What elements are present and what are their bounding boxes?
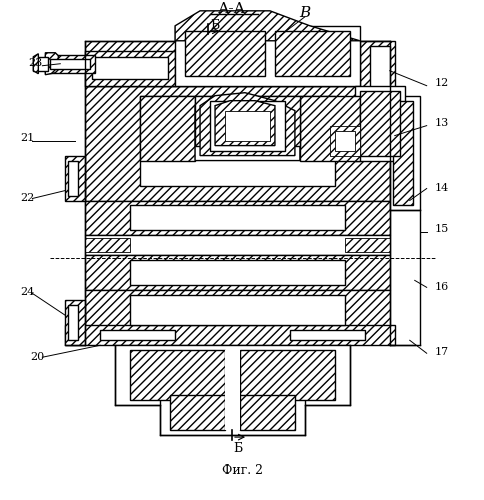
Bar	[355, 86, 405, 160]
Text: 15: 15	[435, 224, 449, 234]
Bar	[92, 56, 168, 78]
Bar	[210, 100, 285, 150]
Bar	[65, 326, 395, 345]
Bar	[393, 100, 413, 206]
Bar	[240, 395, 295, 430]
Bar	[85, 238, 130, 252]
Text: Б: Б	[211, 20, 220, 32]
Bar	[195, 96, 245, 146]
Bar	[300, 96, 360, 160]
Bar	[85, 41, 390, 86]
Polygon shape	[195, 96, 300, 160]
Bar	[240, 350, 335, 400]
Text: 13: 13	[435, 118, 449, 128]
Text: 22: 22	[20, 192, 35, 202]
Bar	[360, 90, 400, 156]
Bar	[85, 51, 175, 86]
Bar	[335, 130, 355, 150]
Bar	[85, 236, 390, 256]
Bar	[65, 300, 85, 346]
Text: 21: 21	[20, 132, 35, 142]
Bar	[175, 26, 360, 86]
Text: 12: 12	[435, 78, 449, 88]
Bar	[65, 156, 85, 200]
Text: В: В	[299, 6, 311, 20]
Bar	[85, 256, 390, 290]
Text: Б: Б	[233, 442, 242, 454]
Text: 16: 16	[435, 282, 449, 292]
Bar	[68, 306, 78, 340]
Bar	[160, 390, 305, 435]
Bar	[225, 350, 240, 400]
Bar	[345, 238, 390, 252]
Bar	[85, 86, 390, 200]
Bar	[130, 350, 225, 400]
Bar	[140, 96, 195, 160]
Text: 17: 17	[435, 347, 449, 357]
Bar	[100, 330, 175, 340]
Polygon shape	[200, 92, 295, 156]
Bar	[33, 56, 48, 70]
Bar	[255, 96, 300, 146]
Bar	[290, 330, 365, 340]
Bar	[85, 290, 390, 331]
Bar	[275, 31, 350, 76]
Bar	[360, 41, 395, 110]
Bar	[170, 395, 225, 430]
Bar	[130, 260, 345, 285]
Bar	[195, 96, 300, 160]
Bar	[140, 96, 335, 186]
Polygon shape	[215, 100, 275, 146]
Text: 24: 24	[20, 288, 35, 298]
Text: 14: 14	[435, 182, 449, 192]
Text: Фиг. 2: Фиг. 2	[222, 464, 262, 476]
Bar	[130, 296, 345, 326]
Text: 23: 23	[29, 58, 43, 68]
Bar	[85, 200, 390, 235]
Bar	[50, 58, 90, 68]
Bar	[130, 206, 345, 231]
Bar	[185, 31, 265, 76]
Bar	[225, 110, 270, 140]
Text: А-А: А-А	[218, 2, 246, 16]
Bar	[330, 126, 360, 156]
Polygon shape	[175, 11, 360, 41]
Bar	[45, 54, 95, 72]
Bar	[370, 46, 390, 106]
Bar	[225, 395, 240, 430]
Polygon shape	[45, 53, 58, 74]
Text: 20: 20	[30, 352, 45, 362]
Bar	[390, 96, 420, 210]
Bar	[115, 346, 350, 405]
Polygon shape	[33, 54, 38, 74]
Bar	[68, 160, 78, 196]
